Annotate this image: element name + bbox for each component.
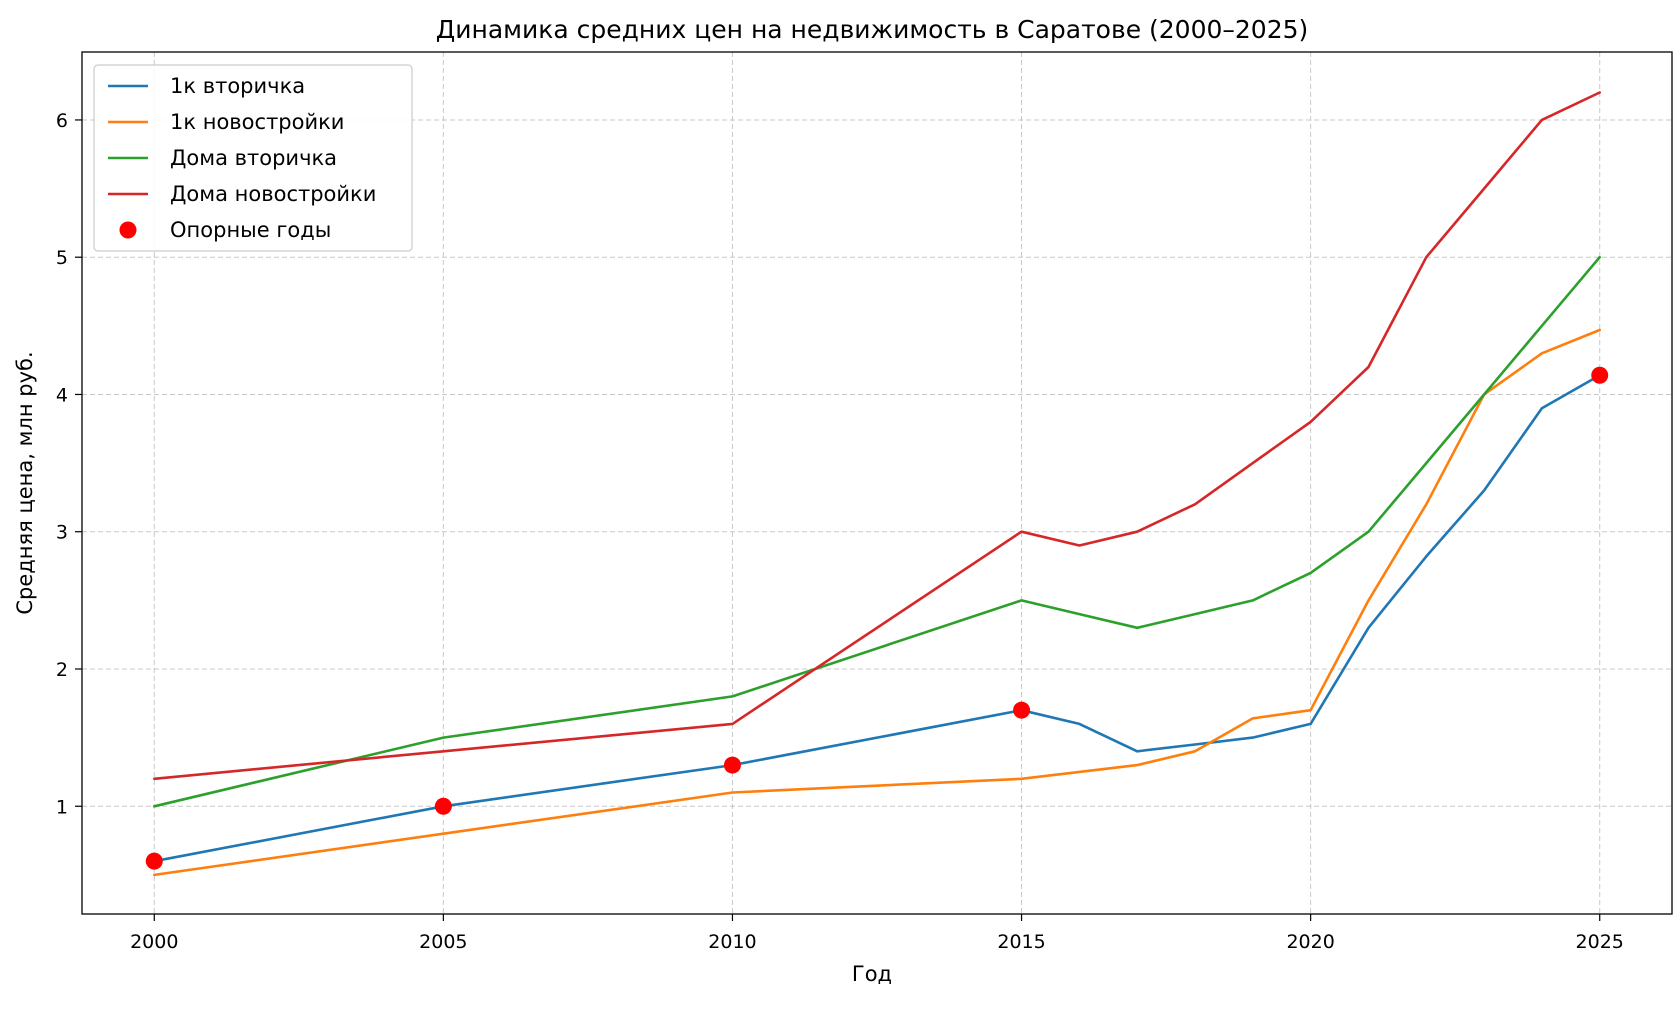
x-axis-label: Год — [852, 962, 892, 986]
legend-label-4: Дома новостройки — [170, 182, 376, 206]
reference-year-point — [434, 797, 452, 815]
legend-marker-swatch — [119, 221, 137, 239]
reference-year-markers — [145, 366, 1609, 870]
series-line-2 — [153, 328, 1601, 877]
y-tick-label: 4 — [56, 384, 68, 406]
y-tick-label: 3 — [56, 522, 68, 544]
reference-year-point — [145, 852, 163, 870]
series-line-1 — [153, 373, 1601, 863]
series-lines — [153, 91, 1601, 877]
legend-label-1: 1к вторичка — [170, 74, 305, 98]
series-line-4 — [153, 91, 1601, 781]
chart-title: Динамика средних цен на недвижимость в С… — [436, 15, 1309, 44]
reference-year-point — [1591, 366, 1609, 384]
x-tick-label: 2015 — [997, 931, 1045, 953]
x-tick-label: 2020 — [1286, 931, 1334, 953]
y-tick-label: 2 — [56, 659, 68, 681]
x-tick-label: 2000 — [130, 931, 178, 953]
grid — [82, 52, 1672, 914]
y-tick-label: 6 — [56, 110, 68, 132]
legend-box — [93, 64, 413, 252]
reference-year-point — [723, 756, 741, 774]
reference-year-point — [1013, 701, 1031, 719]
axis-ticks: 2000 2005 2010 2015 2020 2025 1 2 3 4 5 6 — [56, 110, 1624, 953]
x-tick-label: 2005 — [419, 931, 467, 953]
y-tick-label: 1 — [56, 796, 68, 818]
plot-frame — [81, 51, 1673, 915]
series-line-3 — [153, 255, 1601, 808]
legend-label-3: Дома вторичка — [170, 146, 337, 170]
y-tick-label: 5 — [56, 247, 68, 269]
legend-label-markers: Опорные годы — [170, 218, 331, 242]
x-tick-label: 2025 — [1576, 931, 1624, 953]
y-axis-label: Средняя цена, млн руб. — [13, 351, 37, 614]
legend: 1к вторичка 1к новостройки Дома вторичка До… — [93, 64, 413, 252]
legend-label-2: 1к новостройки — [170, 110, 344, 134]
x-tick-label: 2010 — [708, 931, 756, 953]
